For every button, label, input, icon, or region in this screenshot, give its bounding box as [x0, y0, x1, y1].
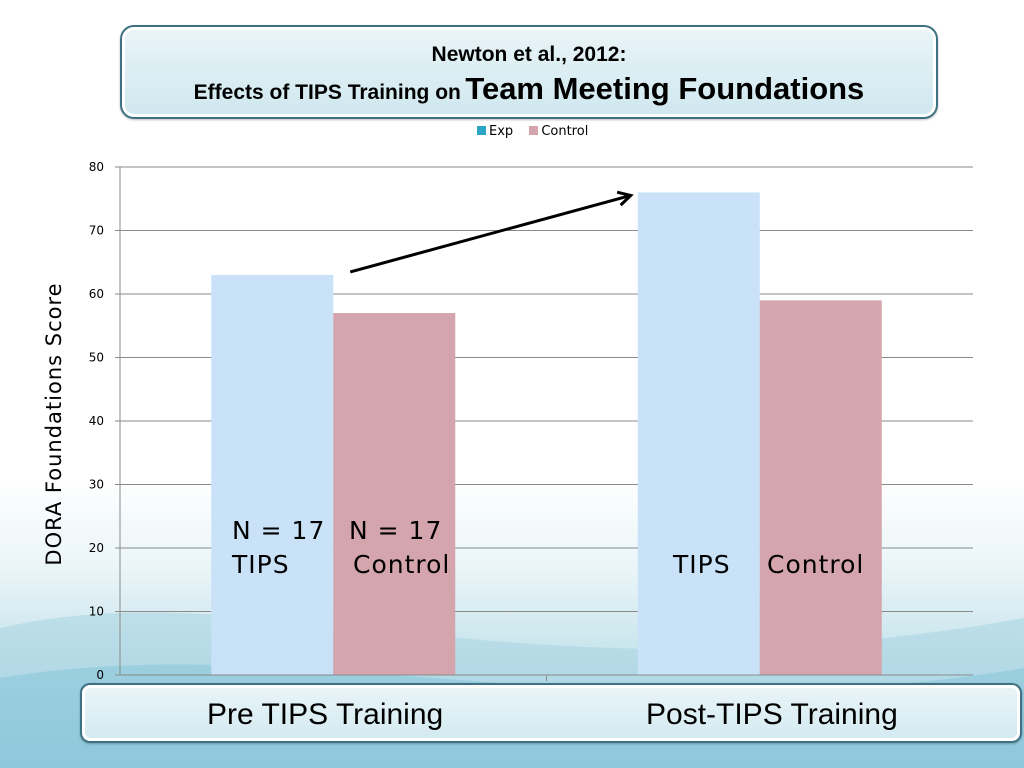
annotation-pre-exp-label: TIPS: [232, 550, 290, 579]
bar-control-pre: [333, 313, 456, 675]
chart-title-prefix: Effects of TIPS Training on: [193, 81, 461, 104]
y-tick-label: 40: [89, 414, 104, 428]
chart-title-line1: Newton et al., 2012:: [431, 43, 627, 66]
y-tick-label: 50: [89, 351, 104, 365]
annotation-post-exp-label: TIPS: [673, 550, 731, 579]
legend-swatch-control: [529, 126, 539, 135]
category-label-pre: Pre TIPS Training: [207, 698, 444, 731]
y-tick-label: 30: [89, 478, 104, 492]
annotation-pre-control-label: Control: [353, 550, 451, 579]
chart-title-emphasis: Team Meeting Foundations: [465, 71, 865, 106]
legend: Exp Control: [477, 124, 600, 139]
annotation-post-control-label: Control: [767, 550, 865, 579]
bar-exp-pre: [211, 274, 334, 675]
legend-label-control: Control: [541, 124, 589, 139]
chart-title-line2: Effects of TIPS Training on Team Meeting…: [122, 71, 936, 107]
trend-arrow-head: [616, 190, 634, 207]
category-box: Pre TIPS Training Post-TIPS Training: [80, 683, 1022, 743]
bar-exp-post: [637, 192, 760, 675]
bar-control-post: [759, 300, 882, 675]
annotation-pre-control-n: N = 17: [349, 516, 443, 545]
y-tick-label: 70: [89, 224, 104, 238]
y-axis-label: DORA Foundations Score: [42, 282, 66, 566]
legend-swatch-exp: [477, 126, 486, 135]
y-tick-label: 10: [89, 605, 104, 619]
trend-arrow-line: [349, 193, 632, 274]
category-label-post: Post-TIPS Training: [646, 698, 898, 731]
y-tick-label: 20: [89, 541, 104, 555]
y-tick-label: 80: [89, 160, 104, 174]
y-tick-label: 60: [89, 287, 104, 301]
legend-label-exp: Exp: [489, 124, 514, 139]
title-box: Newton et al., 2012: Effects of TIPS Tra…: [120, 25, 938, 119]
legend-item-exp: Exp: [477, 124, 513, 139]
y-tick-label: 0: [96, 668, 104, 682]
legend-item-control: Control: [529, 124, 588, 139]
annotation-pre-exp-n: N = 17: [232, 516, 326, 545]
